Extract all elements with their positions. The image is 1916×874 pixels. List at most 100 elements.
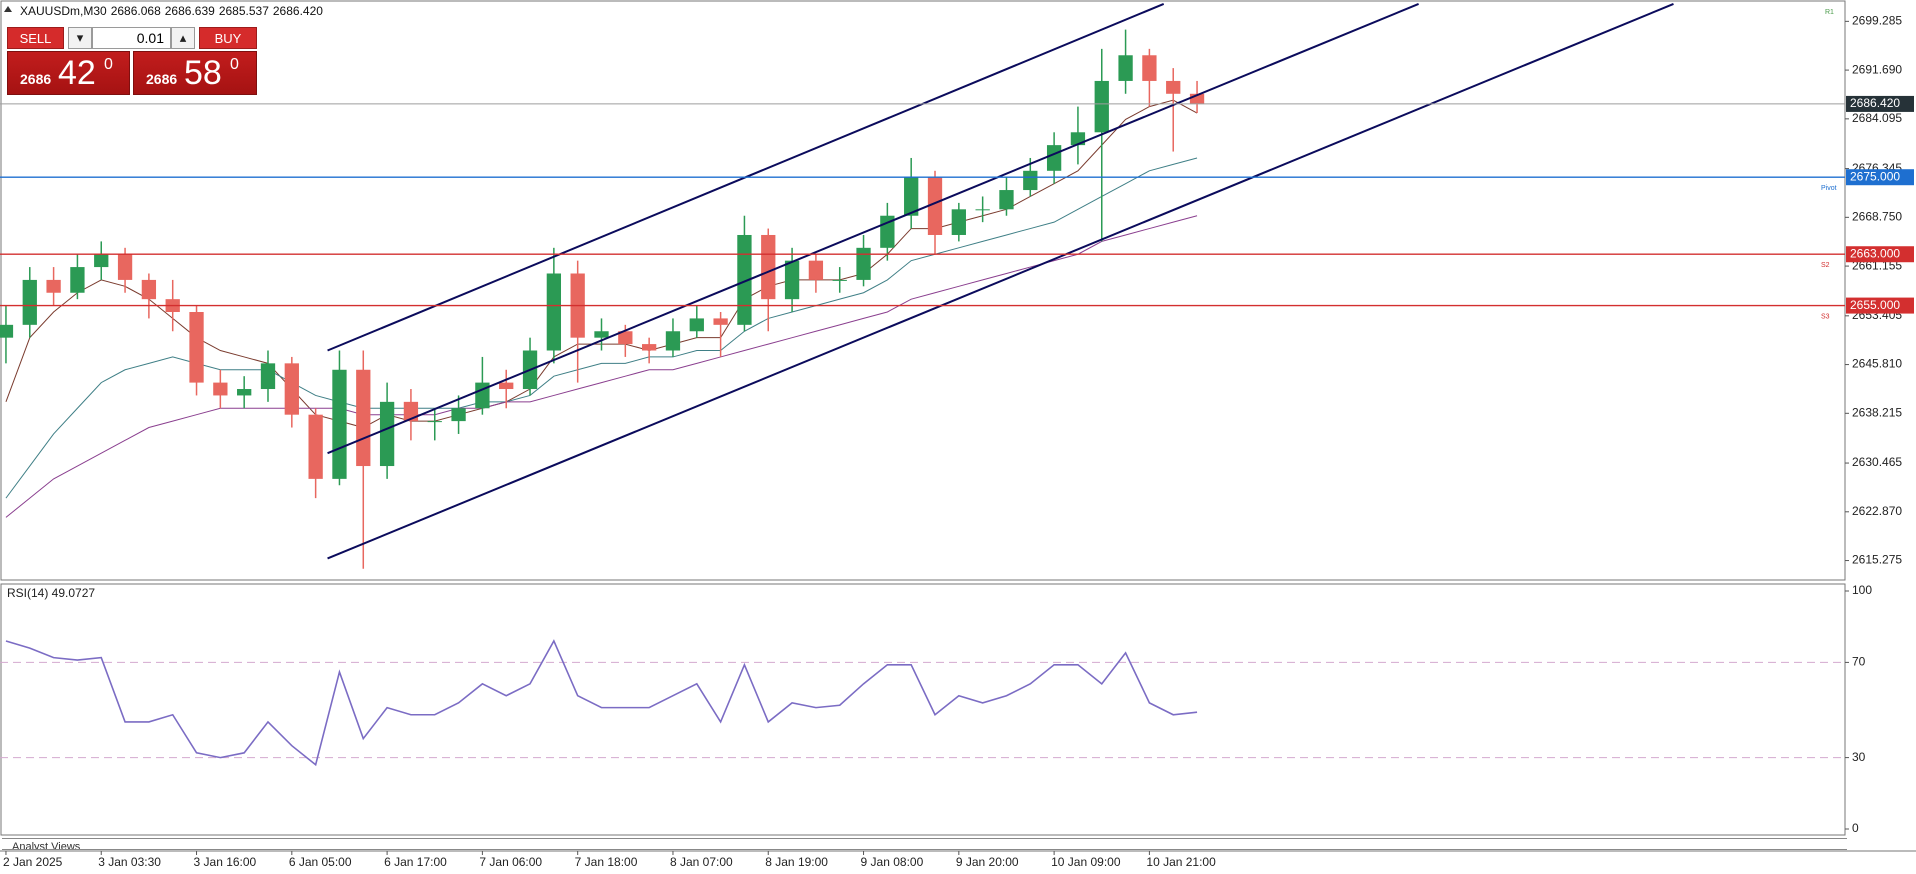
x-tick-label: 10 Jan 09:00 <box>1051 855 1121 869</box>
candle-body <box>737 234 752 325</box>
level-name: R1 <box>1825 9 1834 16</box>
candle-body <box>951 209 966 235</box>
y-tick-label: 2645.810 <box>1852 357 1902 371</box>
candle-body <box>999 190 1014 210</box>
x-tick-label: 7 Jan 06:00 <box>479 855 542 869</box>
y-tick-label: 0 <box>1852 821 1859 835</box>
last-price-box <box>1846 95 1914 112</box>
x-tick-label: 7 Jan 18:00 <box>575 855 638 869</box>
y-tick-label: 70 <box>1852 655 1866 669</box>
ask-big: 58 <box>184 54 222 92</box>
symbol-header: XAUUSDm,M30 2686.068 2686.639 2685.537 2686.… <box>20 4 327 18</box>
level-tag: 2663.000 <box>1850 246 1900 260</box>
trend-line <box>327 3 1674 560</box>
level-tag-box <box>1846 297 1914 314</box>
y-tick-label: 30 <box>1852 750 1866 764</box>
level-name: Pivot <box>1821 185 1837 192</box>
candle-body <box>1166 80 1181 94</box>
ask-sup: 0 <box>230 56 239 73</box>
lot-down[interactable]: ▾ <box>68 27 92 49</box>
candle-body <box>927 177 943 235</box>
ask-box[interactable]: 2686 58 0 <box>133 51 257 95</box>
candle-body <box>141 279 157 300</box>
candle-body <box>1046 145 1062 171</box>
rsi-title: RSI(14) 49.0727 <box>7 586 95 600</box>
level-name: S3 <box>1821 313 1830 320</box>
moving-average <box>5 99 1198 429</box>
candle-body <box>356 369 371 467</box>
candle-body <box>904 177 919 216</box>
x-tick-label: 3 Jan 16:00 <box>194 855 257 869</box>
candle-body <box>237 389 252 396</box>
candle-body <box>94 254 109 268</box>
lot-input[interactable]: 0.01 <box>92 27 171 49</box>
x-tick-label: 10 Jan 21:00 <box>1146 855 1216 869</box>
candle-body <box>22 279 37 325</box>
y-tick-label: 2668.750 <box>1852 210 1902 224</box>
candle-body <box>70 267 85 293</box>
candle-body <box>284 363 299 415</box>
candle-body <box>0 324 14 338</box>
quote-open: 2686.068 <box>110 4 161 18</box>
candle-body <box>260 363 276 390</box>
candle-body <box>308 414 323 479</box>
candle-body <box>713 318 728 325</box>
candle-body <box>46 279 61 293</box>
sell-button[interactable]: SELL <box>7 27 64 49</box>
x-tick-label: 9 Jan 20:00 <box>956 855 1019 869</box>
candle-body <box>641 344 657 351</box>
x-tick-label: 8 Jan 07:00 <box>670 855 733 869</box>
bid-sup: 0 <box>104 56 113 73</box>
y-tick-label: 100 <box>1852 583 1872 597</box>
x-tick-label: 6 Jan 17:00 <box>384 855 447 869</box>
candle-body <box>594 331 609 338</box>
candle-body <box>784 260 800 300</box>
candle-body <box>975 209 990 211</box>
price-plot <box>0 3 1674 569</box>
candle-body <box>451 408 466 422</box>
candle-body <box>427 421 442 423</box>
candle-body <box>808 260 824 280</box>
level-name: S2 <box>1821 262 1830 269</box>
collapse-icon[interactable] <box>4 6 12 12</box>
x-tick-label: 2 Jan 2025 <box>3 855 63 869</box>
candle-body <box>379 401 395 467</box>
x-tick-label: 9 Jan 08:00 <box>861 855 924 869</box>
candle-body <box>213 382 228 396</box>
price-pane-frame <box>0 0 1846 581</box>
moving-average <box>5 157 1198 499</box>
candle-body <box>117 254 133 280</box>
y-tick-label: 2622.870 <box>1852 504 1902 518</box>
rsi-line <box>5 639 1198 767</box>
analyst-tab[interactable]: Analyst Views <box>2 838 1847 850</box>
candle-body <box>832 279 847 281</box>
bid-box[interactable]: 2686 42 0 <box>7 51 130 95</box>
y-tick-label: 2615.275 <box>1852 553 1902 567</box>
candle-body <box>665 331 681 351</box>
symbol: XAUUSDm,M30 <box>20 4 107 18</box>
candle-body <box>189 312 204 383</box>
candle-body <box>403 401 419 422</box>
candle-body <box>1189 93 1205 104</box>
rsi-pane-frame <box>0 583 1846 836</box>
x-tick-label: 3 Jan 03:30 <box>98 855 161 869</box>
rsi-plot <box>0 639 1845 767</box>
bid-big: 42 <box>58 54 96 92</box>
bid-small: 2686 <box>20 71 52 87</box>
x-tick-label: 6 Jan 05:00 <box>289 855 352 869</box>
candle-body <box>1142 55 1157 81</box>
buy-button[interactable]: BUY <box>199 27 257 49</box>
candle-body <box>761 234 776 300</box>
lot-up[interactable]: ▴ <box>171 27 195 49</box>
y-tick-label: 2638.215 <box>1852 405 1902 419</box>
y-tick-label: 2691.690 <box>1852 62 1902 76</box>
x-tick-label: 8 Jan 19:00 <box>765 855 828 869</box>
candle-body <box>1023 170 1038 191</box>
level-tag-box <box>1846 246 1914 263</box>
y-tick-label: 2684.095 <box>1852 111 1902 125</box>
trend-line <box>327 3 1419 455</box>
quote-low: 2685.537 <box>218 4 269 18</box>
candle-body <box>1118 55 1133 81</box>
candle-body <box>546 273 562 351</box>
